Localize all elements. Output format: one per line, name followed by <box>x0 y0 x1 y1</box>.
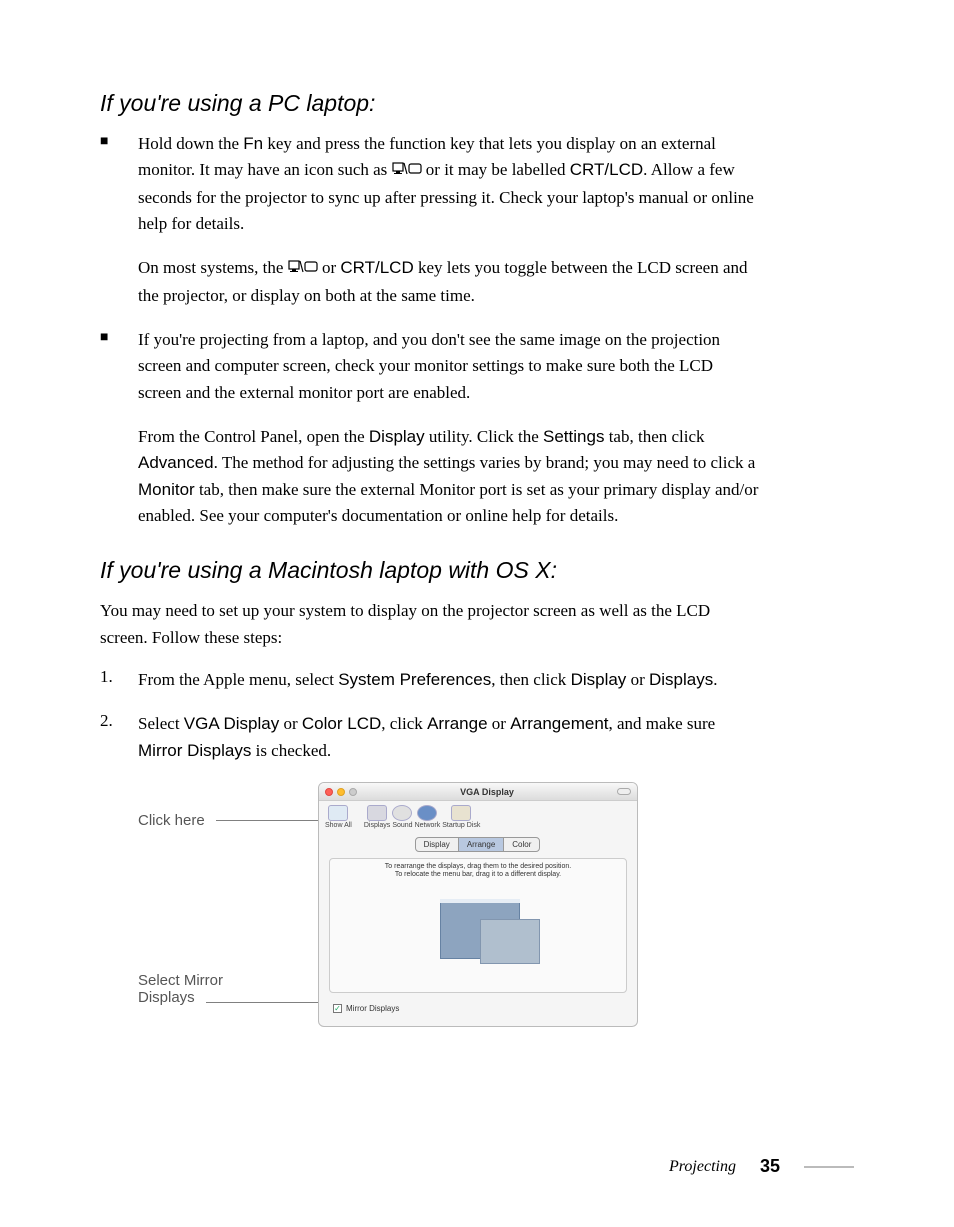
toolbar-showall[interactable]: Show All <box>325 805 352 829</box>
footer-chapter: Projecting <box>669 1158 736 1176</box>
titlebar: VGA Display <box>319 783 637 801</box>
followup-text: From the Control Panel, open the Display… <box>138 424 760 529</box>
toolbar-displays[interactable]: Displays <box>364 805 390 829</box>
section1-title: If you're using a PC laptop: <box>100 90 760 117</box>
mac-window: VGA Display Show All Displays Sound Netw… <box>318 782 638 1027</box>
panel-hint: To relocate the menu bar, drag it to a d… <box>336 871 620 879</box>
step-text: Select VGA Display or Color LCD, click A… <box>138 711 760 764</box>
mirror-checkbox[interactable]: ✓ <box>333 1004 342 1013</box>
external-display-icon <box>288 256 318 282</box>
bullet-item: ■ If you're projecting from a laptop, an… <box>100 327 760 406</box>
toolbar-network[interactable]: Network <box>415 805 441 829</box>
traffic-lights <box>325 788 357 796</box>
external-display-icon <box>392 158 422 184</box>
bullet-marker-icon: ■ <box>100 327 138 406</box>
toolbar: Show All Displays Sound Network Startup … <box>319 801 637 831</box>
step-number: 2. <box>100 711 138 764</box>
callout-click-here: Click here <box>138 812 205 829</box>
section2-title: If you're using a Macintosh laptop with … <box>100 557 760 584</box>
menubar-strip-icon[interactable] <box>440 899 520 903</box>
toolbar-toggle-icon[interactable] <box>617 788 631 795</box>
section2-intro: You may need to set up your system to di… <box>100 598 760 651</box>
footer-bar-icon <box>804 1166 854 1168</box>
minimize-icon[interactable] <box>337 788 345 796</box>
bullet-marker-icon: ■ <box>100 131 138 237</box>
mirror-label: Mirror Displays <box>346 1004 399 1013</box>
tabs: Display Arrange Color <box>319 837 637 852</box>
zoom-icon[interactable] <box>349 788 357 796</box>
display-rect-icon[interactable] <box>480 919 540 964</box>
callout-line <box>216 820 318 821</box>
panel-hint: To rearrange the displays, drag them to … <box>336 863 620 871</box>
tab-arrange[interactable]: Arrange <box>458 837 504 852</box>
tab-color[interactable]: Color <box>503 837 540 852</box>
followup-text: On most systems, the or CRT/LCD key lets… <box>138 255 760 309</box>
bullet-item: ■ Hold down the Fn key and press the fun… <box>100 131 760 237</box>
bullet-text: Hold down the Fn key and press the funct… <box>138 131 760 237</box>
window-title: VGA Display <box>357 787 617 797</box>
close-icon[interactable] <box>325 788 333 796</box>
mirror-row: ✓ Mirror Displays <box>319 999 637 1013</box>
step-number: 1. <box>100 667 138 693</box>
page-footer: Projecting 35 <box>669 1156 854 1177</box>
step-item: 2. Select VGA Display or Color LCD, clic… <box>100 711 760 764</box>
step-text: From the Apple menu, select System Prefe… <box>138 667 760 693</box>
callout-select-mirror: Select Mirror Displays <box>138 972 248 1006</box>
bullet-text: If you're projecting from a laptop, and … <box>138 327 760 406</box>
footer-pagenum: 35 <box>760 1156 780 1177</box>
step-item: 1. From the Apple menu, select System Pr… <box>100 667 760 693</box>
tab-display[interactable]: Display <box>415 837 459 852</box>
arrange-panel: To rearrange the displays, drag them to … <box>329 858 627 993</box>
toolbar-startup[interactable]: Startup Disk <box>442 805 480 829</box>
callout-line <box>206 1002 318 1003</box>
toolbar-sound[interactable]: Sound <box>392 805 412 829</box>
screenshot-figure: Click here Select Mirror Displays VGA Di… <box>138 782 698 1032</box>
